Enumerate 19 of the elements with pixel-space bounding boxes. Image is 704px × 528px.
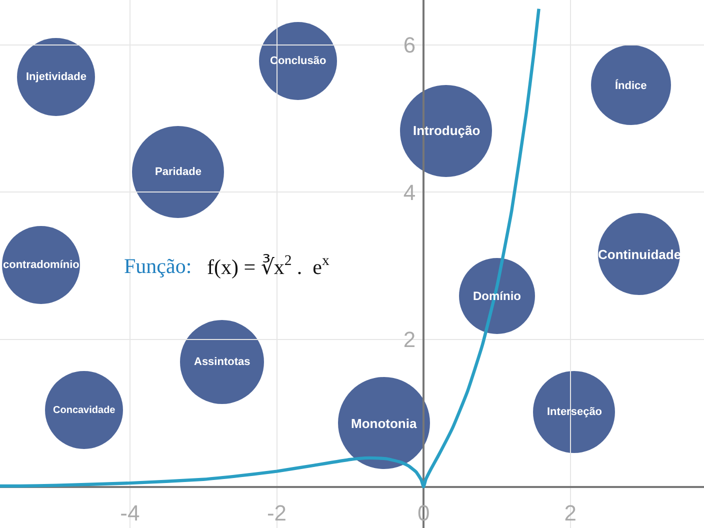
- annotation: f(x) = ∛x$^{2}$ . e$^{x}$: [207, 253, 330, 279]
- annotation: Continuidade: [598, 247, 682, 262]
- annotation: Introdução: [413, 123, 480, 138]
- annotation: Injetividade: [26, 71, 87, 83]
- y-tick-label: 4: [403, 180, 416, 205]
- annotation: Índice: [615, 79, 647, 92]
- annotation: Paridade: [155, 166, 202, 178]
- annotation: Concavidade: [53, 405, 116, 416]
- x-tick-label: -2: [266, 500, 287, 526]
- annotation: Assintotas: [194, 356, 250, 368]
- line-series: [0, 7, 540, 488]
- x-tick-label: 2: [564, 500, 577, 526]
- y-tick-label: 6: [403, 32, 416, 58]
- annotation: Função:: [124, 254, 192, 278]
- x-tick-label: -4: [120, 500, 140, 526]
- annotation: Monotonia: [351, 416, 418, 431]
- y-tick-label: 2: [403, 327, 416, 352]
- annotation: Domínio: [473, 289, 521, 303]
- annotation: contradomínio: [3, 259, 80, 271]
